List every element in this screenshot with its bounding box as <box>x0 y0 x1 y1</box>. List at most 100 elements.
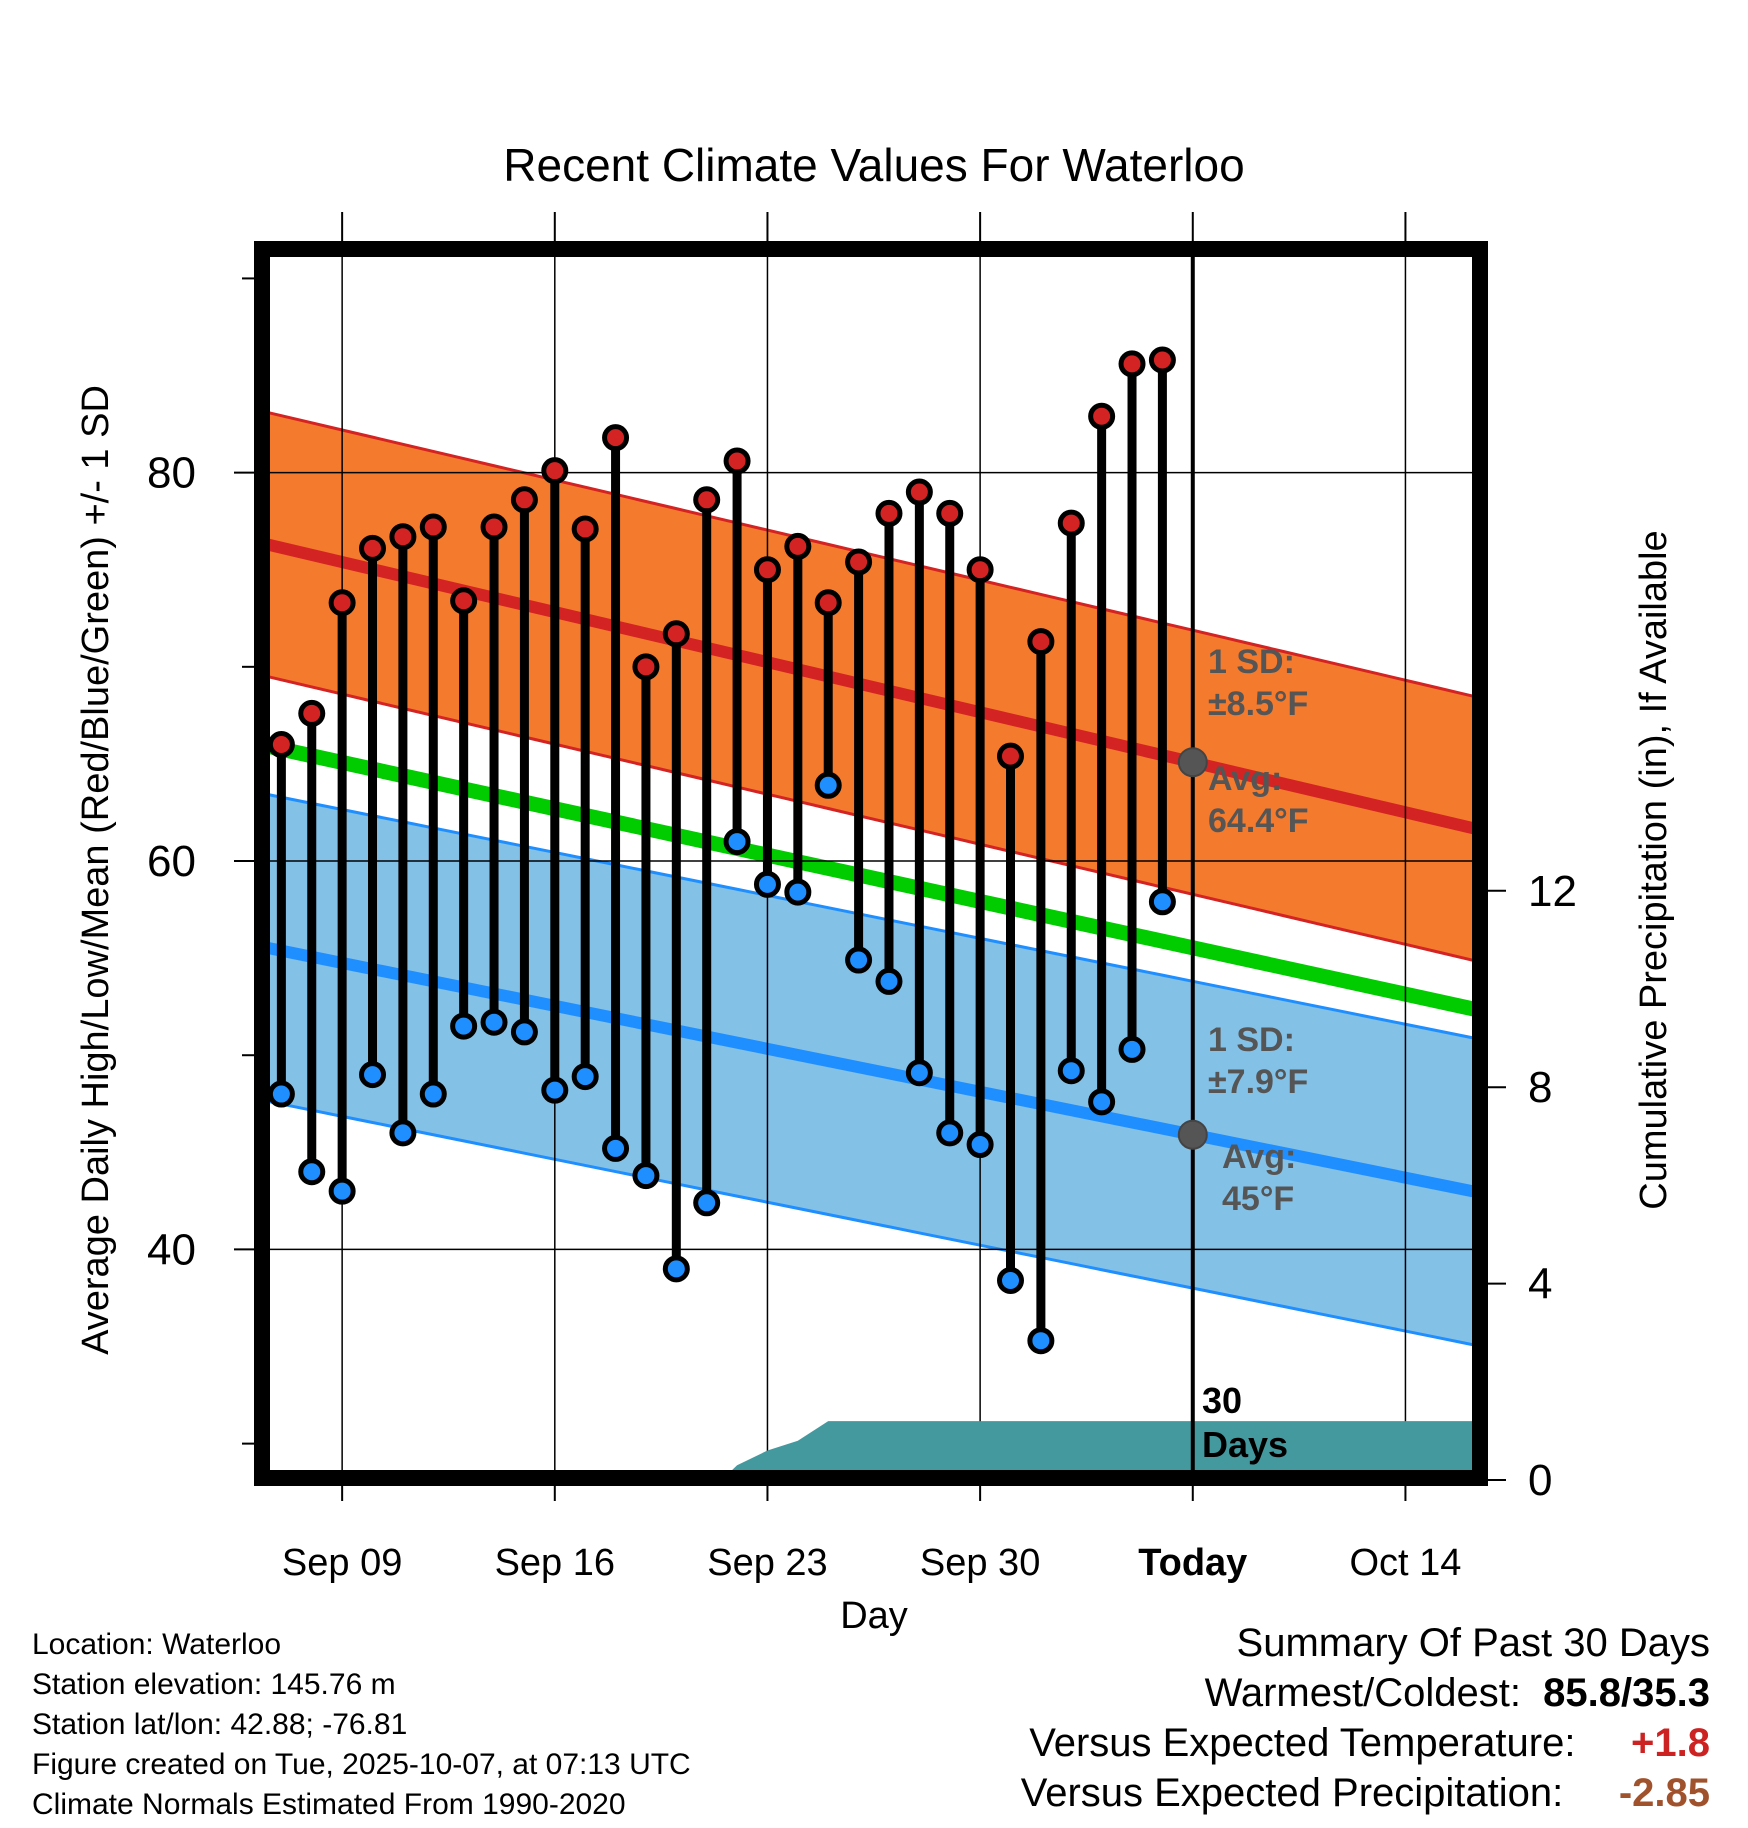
footer-normals: Climate Normals Estimated From 1990-2020 <box>32 1788 626 1821</box>
high-point <box>875 499 903 527</box>
precip-area <box>723 1421 1480 1478</box>
high-point <box>1088 402 1116 430</box>
high-avg-annotation: Avg: <box>1208 760 1282 798</box>
high-point <box>784 532 812 560</box>
summary-precip-row: Versus Expected Precipitation: -2.85 <box>1021 1768 1710 1818</box>
y2-tick-label: 4 <box>1528 1260 1552 1309</box>
low-point <box>419 1080 447 1108</box>
high-point <box>1118 350 1146 378</box>
low-point <box>541 1076 569 1104</box>
low-point <box>845 946 873 974</box>
high-point <box>571 515 599 543</box>
low-point <box>875 967 903 995</box>
high-point <box>936 499 964 527</box>
x-tick-label: Today <box>1138 1542 1247 1584</box>
low-point <box>1118 1035 1146 1063</box>
y2-tick-label: 0 <box>1528 1456 1552 1505</box>
low-point <box>723 828 751 856</box>
low-point <box>389 1119 417 1147</box>
high-point <box>693 486 721 514</box>
low-point <box>1148 888 1176 916</box>
high-point <box>753 556 781 584</box>
y-tick-label: 80 <box>147 449 196 498</box>
high-point <box>845 548 873 576</box>
high-sd-annotation: ±8.5°F <box>1208 685 1308 723</box>
footer-info: Location: Waterloo Station elevation: 14… <box>32 1625 691 1825</box>
low-point <box>784 878 812 906</box>
summary-panel: Summary Of Past 30 Days Warmest/Coldest:… <box>1021 1618 1710 1818</box>
summary-warmest-value: 85.8/35.3 <box>1543 1671 1710 1715</box>
low-point <box>1088 1088 1116 1116</box>
high-point <box>389 523 417 551</box>
footer-created: Figure created on Tue, 2025-10-07, at 07… <box>32 1748 691 1781</box>
low-point <box>905 1059 933 1087</box>
low-point <box>966 1131 994 1159</box>
low-avg-annotation: 45°F <box>1222 1180 1294 1218</box>
high-point <box>359 534 387 562</box>
high-point <box>997 742 1024 770</box>
high-avg-annotation: 64.4°F <box>1208 802 1309 840</box>
high-point <box>602 424 630 452</box>
summary-warmest-label: Warmest/Coldest: <box>1204 1671 1521 1715</box>
low-point <box>602 1134 630 1162</box>
low-point <box>632 1162 660 1190</box>
footer-location: Location: Waterloo <box>32 1628 282 1661</box>
high-point <box>662 620 690 648</box>
low-avg-annotation: Avg: <box>1222 1138 1296 1176</box>
high-point <box>905 478 933 506</box>
low-point <box>662 1255 690 1283</box>
high-point <box>298 699 326 727</box>
summary-warmest-row: Warmest/Coldest: 85.8/35.3 <box>1021 1668 1710 1718</box>
high-avg-marker <box>1177 747 1208 778</box>
high-point <box>510 486 538 514</box>
low-point <box>328 1177 356 1205</box>
low-point <box>1057 1057 1085 1085</box>
high-point <box>267 731 295 758</box>
low-point <box>997 1266 1024 1294</box>
y-tick-label: 40 <box>147 1225 196 1274</box>
low-sd-annotation: ±7.9°F <box>1208 1063 1308 1101</box>
x-tick-label: Sep 23 <box>707 1542 827 1584</box>
x-tick-label: Oct 14 <box>1349 1542 1461 1584</box>
high-point <box>632 653 660 681</box>
summary-heading: Summary Of Past 30 Days <box>1236 1621 1710 1665</box>
plot-area: 1 SD: ±8.5°F Avg: 64.4°F 1 SD: ±7.9°F Avg: 45°F… <box>262 249 1480 1478</box>
footer-elevation: Station elevation: 145.76 m <box>32 1668 396 1701</box>
high-point <box>1057 509 1085 537</box>
low-point <box>450 1012 478 1040</box>
high-point <box>541 457 569 485</box>
low-point <box>359 1061 387 1089</box>
x-tick-label: Sep 30 <box>920 1542 1040 1584</box>
high-point <box>723 447 751 475</box>
y2-tick-label: 12 <box>1528 867 1577 916</box>
low-avg-marker <box>1177 1119 1208 1150</box>
high-point <box>328 589 356 617</box>
x-tick-label: Sep 16 <box>495 1542 615 1584</box>
y-axis-label: Average Daily High/Low/Mean (Red/Blue/Gr… <box>75 385 117 1355</box>
low-point <box>693 1189 721 1217</box>
summary-precip-label: Versus Expected Precipitation: <box>1020 1771 1564 1815</box>
high-sd-annotation: 1 SD: <box>1208 643 1295 681</box>
chart-title: Recent Climate Values For Waterloo <box>503 139 1244 191</box>
summary-temp-label: Versus Expected Temperature: <box>1029 1721 1576 1765</box>
x-axis-label: Day <box>840 1595 908 1637</box>
today-window-label: 30 <box>1202 1380 1242 1421</box>
high-point <box>814 589 842 617</box>
footer-latlon: Station lat/lon: 42.88; -76.81 <box>32 1708 408 1741</box>
y2-tick-label: 8 <box>1528 1063 1552 1112</box>
summary-precip-value: -2.85 <box>1618 1771 1710 1815</box>
low-point <box>571 1063 599 1091</box>
y2-axis-label: Cumulative Precipitation (in), If Availa… <box>1633 530 1675 1209</box>
low-point <box>510 1018 538 1046</box>
low-point <box>298 1158 326 1186</box>
high-point <box>480 513 508 541</box>
high-point <box>1148 346 1176 374</box>
low-point <box>936 1119 964 1147</box>
low-point <box>480 1008 508 1036</box>
today-window-label: Days <box>1202 1424 1288 1465</box>
x-tick-label: Sep 09 <box>282 1542 402 1584</box>
low-sd-annotation: 1 SD: <box>1208 1021 1295 1059</box>
y-tick-label: 60 <box>147 837 196 886</box>
low-point <box>753 870 781 898</box>
